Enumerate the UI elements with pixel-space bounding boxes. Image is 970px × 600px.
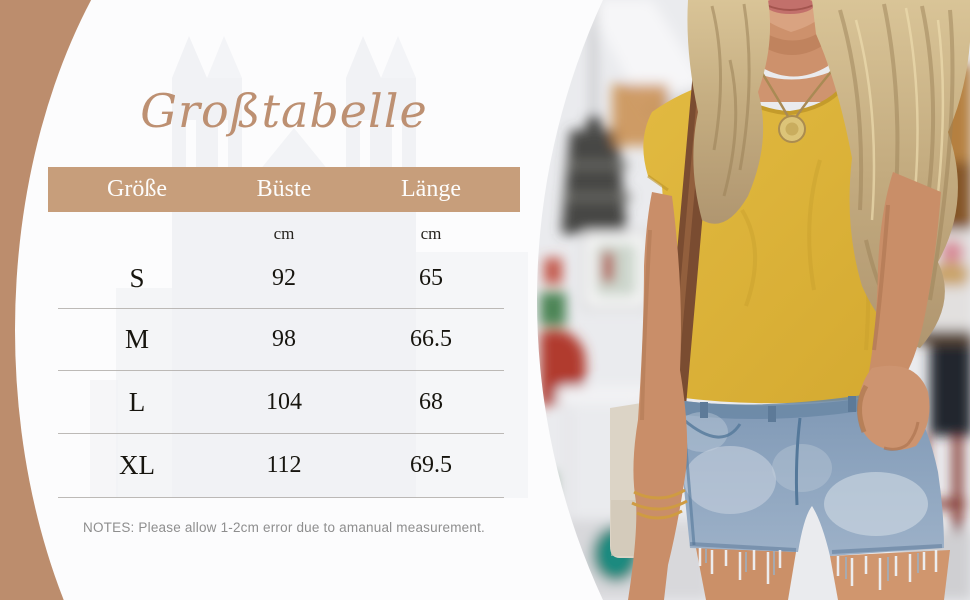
model-right-arm [869,172,941,374]
col-header-size: Größe [107,176,167,202]
denim-shorts [676,388,944,556]
model-left-leg [696,548,796,600]
row-divider [58,308,504,309]
length-cell: 69.5 [410,452,452,478]
model-photo [537,0,970,600]
row-divider [58,433,504,434]
size-cell: M [124,324,149,354]
col-header-bust: Büste [256,176,312,202]
bust-cell: 104 [266,388,302,415]
pendant-lamp [561,116,631,234]
size-cell: XL [119,450,155,480]
bust-cell: 92 [272,264,296,291]
gold-bracelets [631,488,688,520]
model-right-leg [830,550,950,600]
pendant-necklace [751,57,840,143]
dark-chair-blur [930,344,970,436]
table-row: XL 112 69.5 [48,434,520,497]
table-row: M 98 66.5 [48,309,520,370]
frayed-hem-fringe [698,548,938,590]
unit-bust: cm [273,224,295,243]
table-row: S 92 65 [48,248,520,308]
size-cell: L [128,386,146,417]
measurement-note: NOTES: Please allow 1-2cm error due to a… [83,520,485,535]
white-panel-ellipse [15,0,685,600]
model-figure [610,0,970,600]
white-table-blur [556,386,660,404]
table-row: L 104 68 [48,371,520,433]
length-cell: 66.5 [410,326,452,352]
picture-frame [582,230,650,310]
row-divider [58,497,504,498]
length-cell: 68 [419,388,443,415]
table-header-row: Größe Büste Länge [48,167,520,212]
bust-cell: 98 [272,326,296,352]
cathedral-watermark-image [90,36,528,498]
model-right-hand [857,365,930,451]
table-units-row: cm cm [48,220,520,248]
length-cell: 65 [419,264,443,291]
page-title: Großtabelle [140,84,428,138]
row-divider [58,370,504,371]
col-header-length: Länge [401,176,461,202]
model-left-arm [628,192,688,600]
unit-length: cm [420,224,442,243]
size-cell: S [129,262,145,293]
bust-cell: 112 [266,452,302,478]
